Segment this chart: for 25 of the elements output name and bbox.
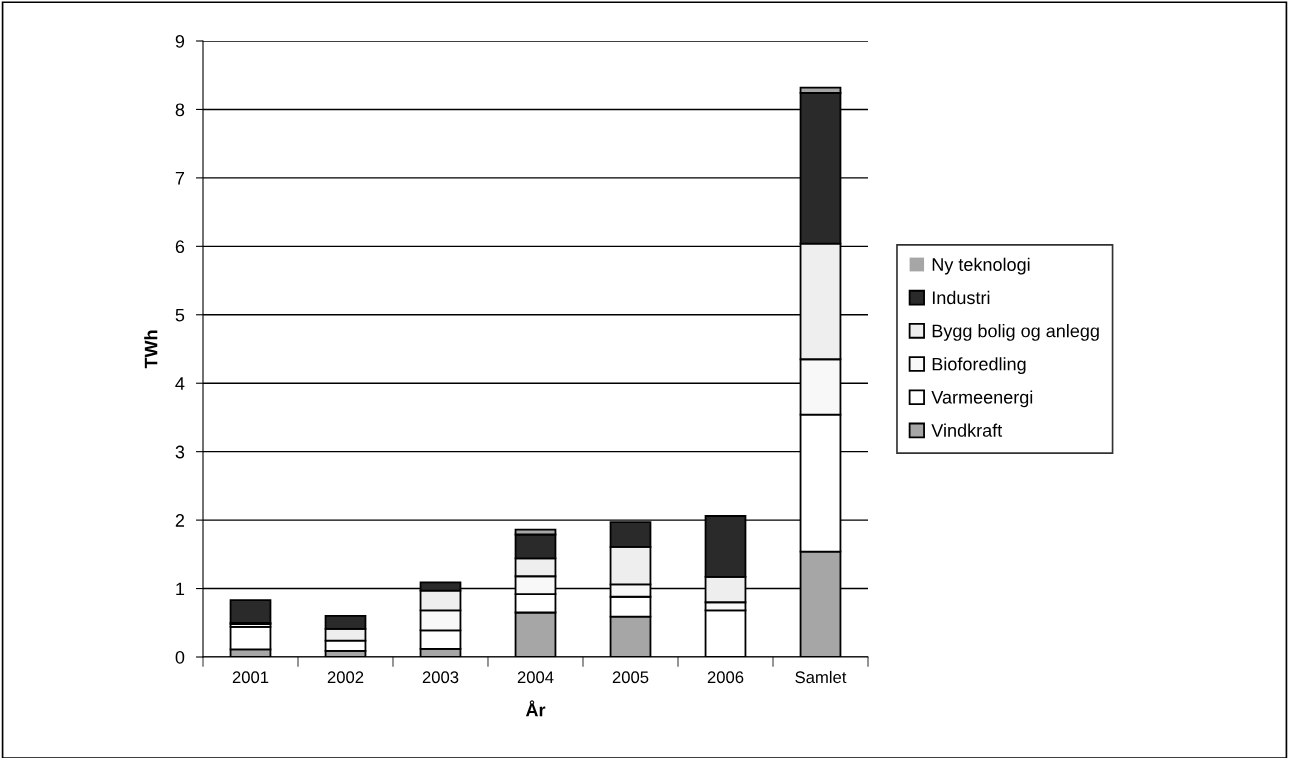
x-tick-label: 2001 bbox=[232, 671, 269, 684]
x-tick-label: 2004 bbox=[517, 671, 554, 684]
y-tick-label: 8 bbox=[175, 103, 185, 117]
y-axis-title: TWh bbox=[144, 330, 158, 369]
legend-label: Varmeenergi bbox=[931, 390, 1033, 408]
legend-label: Industri bbox=[932, 290, 990, 305]
y-tick-label: 4 bbox=[175, 377, 185, 390]
y-tick-label: 9 bbox=[175, 34, 185, 48]
legend-label: Vindkraft bbox=[931, 423, 1003, 437]
legend-label: Bygg bolig og anlegg bbox=[932, 324, 1099, 341]
y-tick-label: 3 bbox=[175, 445, 185, 459]
x-axis-title: År bbox=[525, 700, 546, 717]
x-tick-label: 2006 bbox=[707, 671, 744, 684]
x-tick-label: 2002 bbox=[327, 671, 364, 684]
y-tick-label: 7 bbox=[175, 172, 185, 185]
y-tick-label: 6 bbox=[175, 240, 185, 254]
legend-label: Ny teknologi bbox=[932, 257, 1030, 275]
x-tick-label: Samlet bbox=[795, 670, 847, 684]
x-tick-label: 2003 bbox=[422, 671, 459, 684]
y-tick-label: 2 bbox=[175, 514, 185, 527]
y-tick-label: 5 bbox=[175, 308, 185, 322]
x-tick-label: 2005 bbox=[612, 671, 649, 684]
y-tick-label: 1 bbox=[176, 582, 185, 596]
y-tick-label: 0 bbox=[175, 650, 185, 664]
legend-label: Bioforedling bbox=[932, 357, 1026, 375]
